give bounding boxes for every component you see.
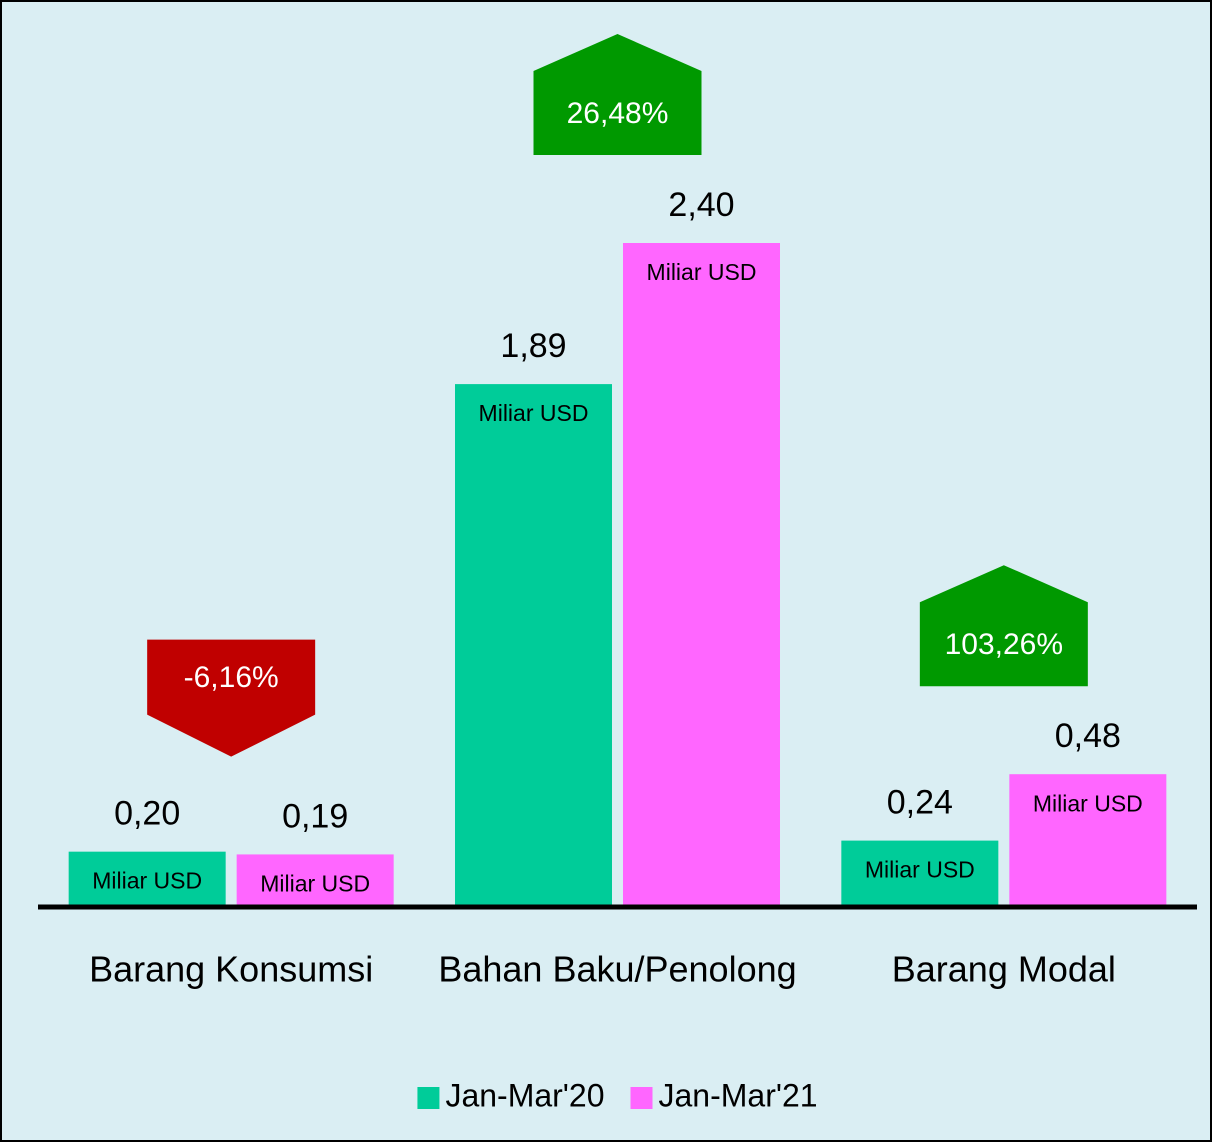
change-arrow: [147, 639, 316, 757]
bar: [455, 384, 612, 908]
bar: [623, 243, 780, 907]
x-tick-label: Bahan Baku/Penolong: [438, 949, 796, 990]
change-arrow: [919, 565, 1088, 687]
value-label: 2,40: [668, 186, 734, 224]
value-label: 0,20: [114, 795, 180, 833]
value-label: 0,48: [1055, 717, 1121, 755]
value-label: 0,19: [282, 797, 348, 835]
bar-unit-label: Miliar USD: [260, 871, 370, 897]
bar: [841, 840, 999, 907]
legend-label: Jan-Mar'20: [445, 1077, 604, 1113]
legend-swatch: [630, 1087, 653, 1109]
bar-unit-label: Miliar USD: [865, 857, 975, 883]
bar-unit-label: Miliar USD: [479, 400, 589, 426]
legend: Jan-Mar'20 Jan-Mar'21: [417, 1077, 818, 1113]
change-label: 26,48%: [567, 97, 669, 130]
value-label: 1,89: [500, 327, 566, 365]
bar: [236, 854, 394, 907]
legend-label: Jan-Mar'21: [659, 1077, 818, 1113]
value-label: 0,24: [887, 784, 953, 822]
bar-unit-label: Miliar USD: [92, 868, 202, 894]
change-label: -6,16%: [184, 661, 279, 694]
legend-swatch: [417, 1087, 440, 1109]
x-tick-label: Barang Modal: [892, 949, 1116, 990]
bar-unit-label: Miliar USD: [1033, 790, 1143, 816]
x-tick-label: Barang Konsumsi: [89, 949, 373, 990]
bar: [68, 851, 226, 907]
change-arrow: [533, 34, 702, 155]
bar-unit-label: Miliar USD: [647, 259, 757, 285]
change-label: 103,26%: [945, 628, 1063, 661]
bar: [1009, 774, 1167, 907]
